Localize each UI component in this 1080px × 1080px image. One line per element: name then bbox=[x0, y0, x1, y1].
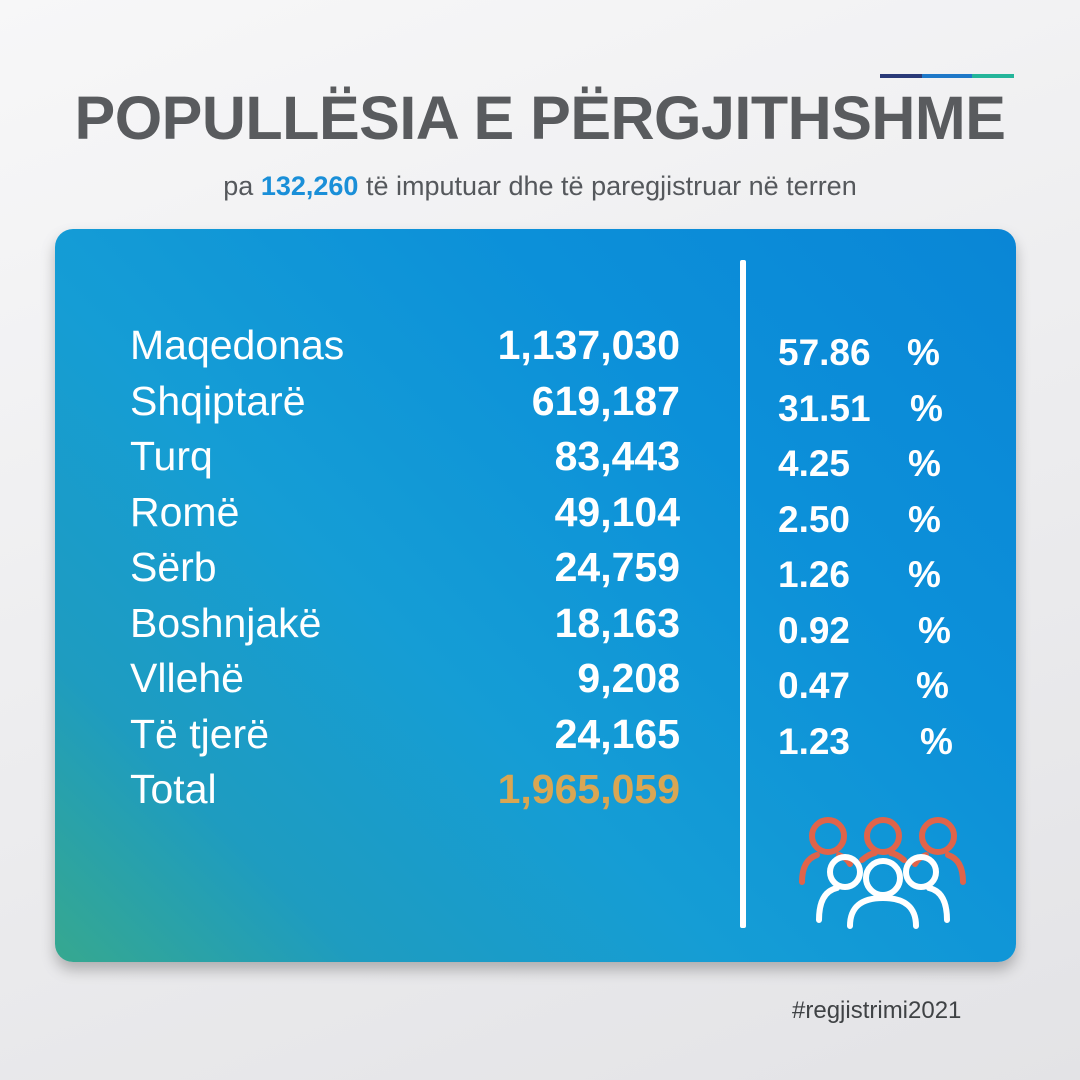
percent-row: 1.26 % bbox=[778, 547, 978, 603]
table-row: Maqedonas 1,137,030 bbox=[130, 318, 690, 374]
total-label: Total bbox=[130, 766, 217, 812]
percent-row: 31.51 % bbox=[778, 381, 978, 437]
subtitle-highlight-number: 132,260 bbox=[260, 171, 359, 201]
row-value: 18,163 bbox=[554, 599, 680, 646]
accent-line-green bbox=[972, 74, 1014, 78]
front-row-people bbox=[816, 854, 950, 929]
row-name: Vllehë bbox=[130, 655, 244, 701]
row-name: Maqedonas bbox=[130, 322, 345, 368]
percent-sign: % bbox=[918, 609, 951, 651]
total-value: 1,965,059 bbox=[497, 766, 680, 812]
total-row: Total 1,965,059 bbox=[130, 762, 690, 818]
percent-sign: % bbox=[907, 332, 940, 373]
percent-value: 31.51 bbox=[778, 387, 871, 429]
percent-sign: % bbox=[916, 665, 949, 706]
accent-line-navy bbox=[880, 74, 922, 78]
table-row: Vllehë 9,208 bbox=[130, 651, 690, 707]
table-row: Shqiptarë 619,187 bbox=[130, 374, 690, 430]
page-title: POPULLËSIA E PËRGJITHSHME bbox=[74, 84, 1006, 152]
percent-row: 2.50 % bbox=[778, 492, 978, 548]
row-value: 49,104 bbox=[554, 488, 680, 535]
row-name: Romë bbox=[130, 488, 240, 535]
percent-value: 4.25 bbox=[778, 443, 851, 484]
percent-value: 1.23 bbox=[778, 720, 851, 762]
people-group-icon bbox=[799, 817, 966, 929]
row-name: Sërb bbox=[130, 544, 217, 590]
percent-row: 0.92 % bbox=[778, 603, 978, 659]
table-row: Romë 49,104 bbox=[130, 485, 690, 541]
accent-line-blue bbox=[922, 74, 972, 78]
row-name: Boshnjakë bbox=[130, 599, 322, 646]
percent-value: 57.86 bbox=[778, 332, 871, 373]
percent-row: 0.47 % bbox=[778, 658, 978, 714]
row-value: 9,208 bbox=[577, 655, 680, 701]
population-table: Maqedonas 1,137,030 Shqiptarë 619,187 Tu… bbox=[130, 318, 690, 818]
row-value: 619,187 bbox=[531, 377, 680, 424]
percent-sign: % bbox=[908, 498, 941, 540]
row-name: Turq bbox=[130, 433, 213, 479]
percent-value: 0.47 bbox=[778, 665, 851, 706]
row-value: 1,137,030 bbox=[497, 322, 680, 368]
percent-value: 0.92 bbox=[778, 609, 851, 651]
percent-sign: % bbox=[908, 554, 941, 595]
percent-row: 57.86 % bbox=[778, 325, 978, 381]
subtitle-prefix: pa bbox=[223, 171, 261, 201]
percent-row: 1.23 % bbox=[778, 714, 978, 770]
table-row: Turq 83,443 bbox=[130, 429, 690, 485]
table-row: Boshnjakë 18,163 bbox=[130, 596, 690, 652]
subtitle: pa 132,260 të imputuar dhe të paregjistr… bbox=[0, 170, 1080, 202]
table-row: Të tjerë 24,165 bbox=[130, 707, 690, 763]
subtitle-suffix: të imputuar dhe të paregjistruar në terr… bbox=[358, 171, 857, 201]
percent-sign: % bbox=[908, 443, 941, 484]
row-name: Të tjerë bbox=[130, 710, 269, 757]
vertical-divider bbox=[740, 260, 746, 928]
hashtag-label: #regjistrimi2021 bbox=[792, 997, 962, 1024]
title-accent-lines bbox=[880, 74, 1014, 78]
row-value: 83,443 bbox=[554, 433, 680, 479]
percent-column: 57.86 % 31.51 % 4.25 % 2.50 % 1.26 % 0.9… bbox=[778, 325, 978, 769]
row-value: 24,165 bbox=[554, 710, 680, 757]
percent-row: 4.25 % bbox=[778, 436, 978, 492]
population-card bbox=[55, 229, 1016, 962]
row-name: Shqiptarë bbox=[130, 377, 306, 424]
percent-sign: % bbox=[910, 387, 943, 429]
percent-sign: % bbox=[920, 720, 953, 762]
table-row: Sërb 24,759 bbox=[130, 540, 690, 596]
percent-value: 2.50 bbox=[778, 498, 851, 540]
row-value: 24,759 bbox=[554, 544, 680, 590]
percent-value: 1.26 bbox=[778, 554, 851, 595]
